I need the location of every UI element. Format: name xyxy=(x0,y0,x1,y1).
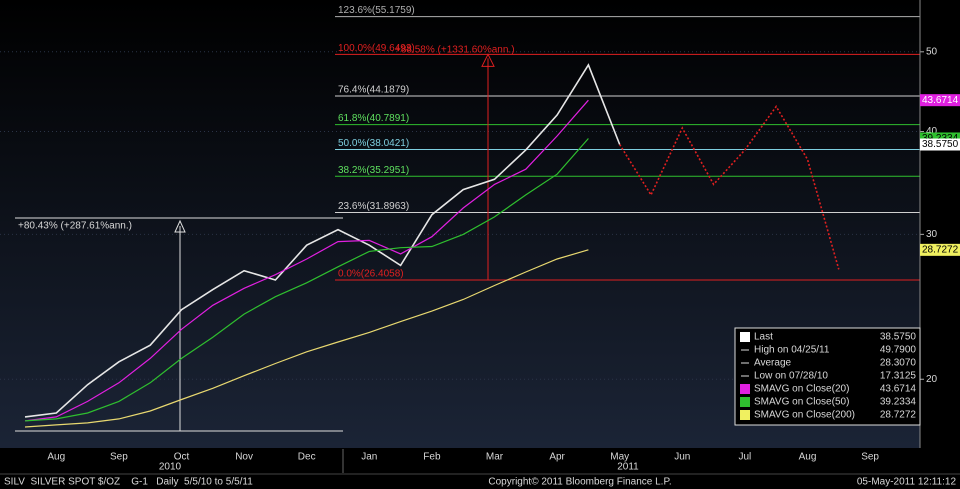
fib-label: 50.0%(38.0421) xyxy=(338,138,409,149)
legend-marker xyxy=(740,397,750,407)
x-tick-label: Mar xyxy=(486,452,504,463)
arrow-head xyxy=(481,53,495,67)
legend-value: 17.3125 xyxy=(880,371,917,382)
fib-label: 38.2%(35.2951) xyxy=(338,165,409,176)
price-tag xyxy=(920,243,960,256)
x-tick-label: Oct xyxy=(174,452,190,463)
moving-average-line xyxy=(24,99,589,422)
legend-value: 28.3070 xyxy=(880,358,917,369)
fib-label: 61.8%(40.7891) xyxy=(338,113,409,124)
year-label: 2011 xyxy=(617,462,639,473)
legend-marker xyxy=(740,384,750,394)
arrow-head xyxy=(174,219,186,233)
footer-right: 05-May-2011 12:11:12 xyxy=(857,477,957,488)
fib-label: 0.0%(26.4058) xyxy=(338,269,404,280)
footer-left: SILV SILVER SPOT $/OZ G-1 Daily 5/5/10 t… xyxy=(4,477,253,488)
projection-line xyxy=(619,105,840,270)
legend-marker xyxy=(740,332,750,342)
moving-average-line xyxy=(24,138,589,422)
legend-value: 38.5750 xyxy=(880,332,917,343)
legend-label: Last xyxy=(754,332,773,343)
fib-label: 100.0%(49.6493) xyxy=(338,43,415,54)
plot-layer: 123.6%(55.1759) 100.0%(49.6493) 76.4%(44.1… xyxy=(0,5,920,432)
legend-value: 39.2334 xyxy=(880,397,917,408)
y-tick-label: 50 xyxy=(926,46,938,57)
x-tick-label: Sep xyxy=(110,452,128,463)
price-tag xyxy=(920,138,960,151)
x-tick-label: May xyxy=(610,452,629,463)
legend-value: 43.6714 xyxy=(880,384,917,395)
legend-label: Low on 07/28/10 xyxy=(754,371,828,382)
y-tick-label: 30 xyxy=(926,229,938,240)
x-tick-label: Jun xyxy=(674,452,690,463)
fib-label: 76.4%(44.1879) xyxy=(338,85,409,96)
x-tick-label: Aug xyxy=(47,452,65,463)
year-label: 2010 xyxy=(159,462,182,473)
legend-label: SMAVG on Close(200) xyxy=(754,410,855,421)
axis-background xyxy=(0,448,960,489)
price-tag-label: 28.7272 xyxy=(922,244,959,255)
legend-label: High on 04/25/11 xyxy=(754,345,830,356)
x-tick-label: Sep xyxy=(861,452,879,463)
moving-average-line xyxy=(24,249,589,428)
annotation: +88.58% (+1331.60%ann.) xyxy=(395,45,515,56)
x-tick-label: Feb xyxy=(423,452,441,463)
x-tick-label: Apr xyxy=(549,452,565,463)
price-tag-label: 38.5750 xyxy=(922,139,959,150)
price-tag-label: 43.6714 xyxy=(922,95,959,106)
price-line xyxy=(24,63,621,418)
legend-label: SMAVG on Close(20) xyxy=(754,384,849,395)
price-tag xyxy=(920,94,960,107)
y-tick-label: 20 xyxy=(926,374,938,385)
footer-center: Copyright© 2011 Bloomberg Finance L.P. xyxy=(488,477,671,488)
x-tick-label: Nov xyxy=(235,452,253,463)
x-tick-label: Dec xyxy=(298,452,316,463)
axis-background xyxy=(920,0,960,448)
x-tick-label: Jul xyxy=(739,452,752,463)
legend-value: 49.7900 xyxy=(880,345,917,356)
x-tick-label: Aug xyxy=(799,452,817,463)
legend-box xyxy=(734,327,921,426)
x-tick-label: Jan xyxy=(361,452,377,463)
annotation: +80.43% (+287.61%ann.) xyxy=(18,221,132,232)
legend-label: SMAVG on Close(50) xyxy=(754,397,849,408)
legend-marker xyxy=(740,410,750,420)
fib-label: 23.6%(31.8963) xyxy=(338,201,409,212)
y-tick-label: 40 xyxy=(926,126,938,137)
fib-label: 123.6%(55.1759) xyxy=(338,5,415,16)
legend-label: Average xyxy=(754,358,792,369)
legend-value: 28.7272 xyxy=(880,410,917,421)
